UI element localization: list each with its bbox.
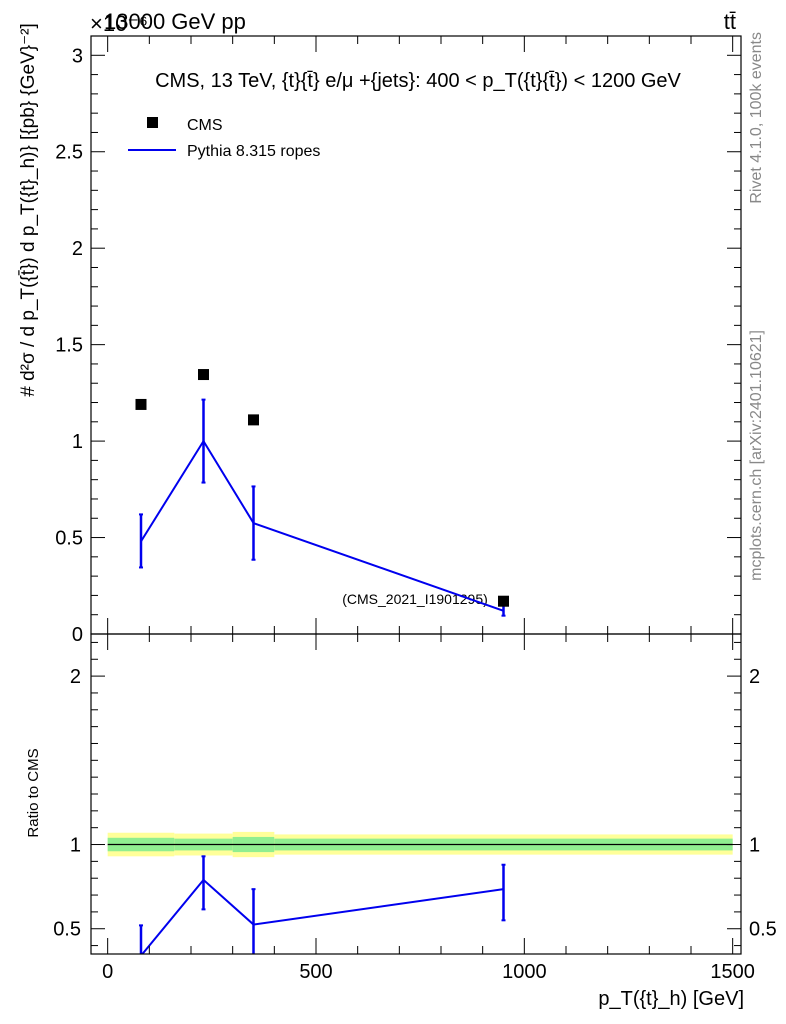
ratio-ytick-label-right: 1 [749, 835, 760, 857]
main-title: CMS, 13 TeV, {t}{t̄} e/μ +{jets}: 400 < … [155, 70, 681, 92]
process-label: tt̄ [724, 9, 736, 34]
main-marks [135, 369, 509, 617]
rivet-version-label: Rivet 4.1.0, 100k events [748, 32, 765, 204]
mcplots-label: mcplots.cern.ch [arXiv:2401.10621] [748, 330, 765, 581]
ratio-ytick-label: 0.5 [53, 919, 81, 941]
ratio-ytick-label: 1 [70, 835, 81, 857]
pythia-series-line [140, 439, 504, 612]
analysis-watermark: (CMS_2021_I1901295) [342, 591, 488, 607]
main-ytick-label: 2.5 [55, 142, 83, 164]
main-ytick-label: 1 [72, 431, 83, 453]
main-y-axis-label: # d²σ / d p_T({t̄}) d p_T({t}_h)} [{pb} … [18, 23, 39, 397]
xtick-label: 500 [299, 961, 332, 983]
ratio-ytick-label: 2 [70, 666, 81, 688]
x-axis-label: p_T({t}_h) [GeV] [598, 988, 744, 1010]
cms-data-point [198, 369, 209, 381]
exponent-label: ×10⁻⁶ [90, 11, 148, 36]
ratio-axis-ticks: 0.5 0.5 1 1 2 2 0 500 1000 1500 [53, 634, 777, 983]
ratio-frame [90, 633, 742, 955]
ratio-y-axis-label: Ratio to CMS [25, 748, 42, 837]
cms-data-point [135, 398, 147, 410]
legend-cms-label: CMS [187, 117, 223, 134]
main-ytick-label: 0 [72, 624, 83, 646]
cms-data-point [248, 414, 259, 426]
xtick-label: 1000 [502, 961, 547, 983]
main-axis-ticks: 0 0.5 1 1.5 2 2.5 3 [55, 36, 741, 646]
legend: CMS Pythia 8.315 ropes [128, 117, 320, 160]
legend-pythia-label: Pythia 8.315 ropes [187, 143, 320, 160]
main-ytick-label: 1.5 [55, 335, 83, 357]
ratio-band [107, 831, 733, 858]
main-panel: CMS, 13 TeV, {t}{t̄} e/μ +{jets}: 400 < … [18, 23, 742, 646]
xtick-label: 0 [102, 961, 113, 983]
legend-cms-marker [147, 117, 158, 128]
main-ytick-label: 0.5 [55, 528, 83, 550]
energy-label: 13000 GeV pp [104, 9, 246, 34]
main-ytick-label: 3 [72, 45, 83, 67]
ratio-ytick-label-right: 0.5 [749, 919, 777, 941]
ratio-ytick-label-right: 2 [749, 666, 760, 688]
main-ytick-label: 2 [72, 238, 83, 260]
ratio-series-line [141, 878, 504, 954]
ratio-panel: 0.5 0.5 1 1 2 2 0 500 1000 1500 Ratio to CMS p_T(… [25, 633, 777, 1010]
ratio-marks [139, 855, 506, 954]
xtick-label: 1500 [710, 961, 755, 983]
cms-data-point [498, 595, 509, 607]
